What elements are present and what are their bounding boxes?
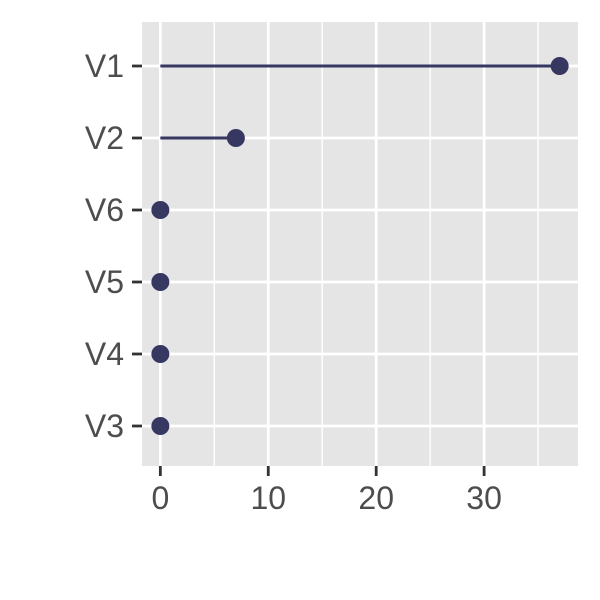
x-tick-label-30: 30 xyxy=(466,480,502,516)
x-tick-label-10: 10 xyxy=(250,480,286,516)
x-axis: 0 10 20 30 xyxy=(151,466,502,516)
lollipop-point-v5 xyxy=(151,273,170,291)
lollipop-point-v3 xyxy=(151,417,170,435)
data-marks xyxy=(151,57,569,435)
y-axis: V1 V2 V6 V5 V4 V3 xyxy=(85,48,142,444)
y-tick-label-v1: V1 xyxy=(85,48,124,84)
y-tick-label-v3: V3 xyxy=(85,408,124,444)
plot-panel xyxy=(142,22,578,466)
x-tick-label-20: 20 xyxy=(358,480,394,516)
y-tick-label-v4: V4 xyxy=(85,336,124,372)
lollipop-point-v1 xyxy=(550,57,569,75)
grid-lines xyxy=(142,22,578,466)
lollipop-point-v6 xyxy=(151,201,170,219)
x-tick-label-0: 0 xyxy=(151,480,169,516)
y-tick-label-v2: V2 xyxy=(85,120,124,156)
y-tick-label-v5: V5 xyxy=(85,264,124,300)
lollipop-point-v2 xyxy=(226,129,245,147)
lollipop-point-v4 xyxy=(151,345,170,363)
y-tick-label-v6: V6 xyxy=(85,192,124,228)
